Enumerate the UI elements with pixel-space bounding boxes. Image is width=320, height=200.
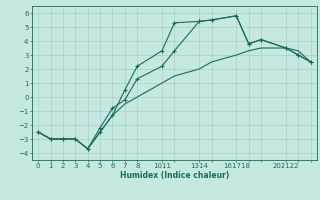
X-axis label: Humidex (Indice chaleur): Humidex (Indice chaleur) [120,171,229,180]
